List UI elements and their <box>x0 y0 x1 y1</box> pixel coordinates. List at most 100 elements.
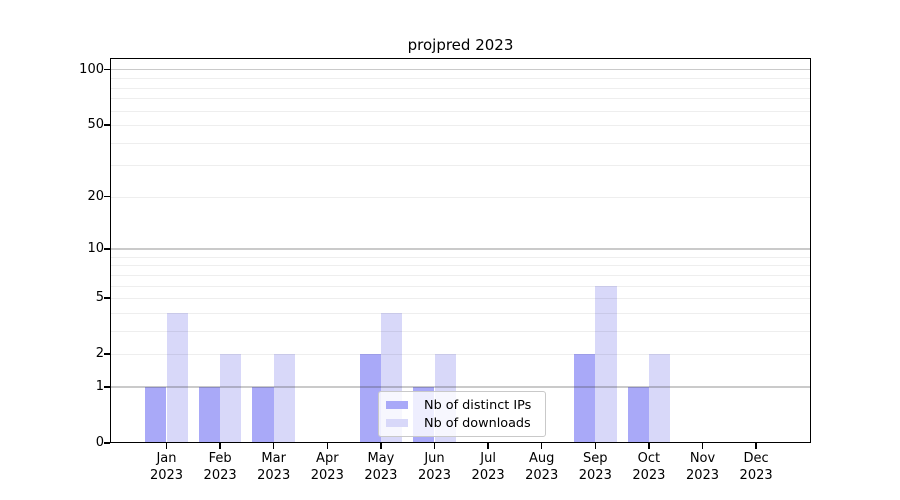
x-label-year: 2023 <box>471 467 505 483</box>
x-label-year: 2023 <box>364 467 398 483</box>
x-label-month: Jul <box>480 451 496 466</box>
y-tick-label-50: 50 <box>87 117 104 133</box>
gridline-minor-80 <box>110 87 811 89</box>
legend-label: Nb of distinct IPs <box>424 397 532 413</box>
y-tick-label-20: 20 <box>87 188 104 204</box>
gridline-major-1 <box>110 386 811 388</box>
legend-item-nb-of-distinct-ips: Nb of distinct IPs <box>386 396 537 414</box>
y-tick-label-2: 2 <box>95 346 104 362</box>
x-label-month: Oct <box>637 451 661 466</box>
bar-nb-of-downloads-feb-2023 <box>220 354 242 443</box>
x-tick-label-jul-2023: Jul 2023 <box>458 451 518 484</box>
x-label-month: May <box>367 451 395 466</box>
x-label-month: Mar <box>261 451 286 466</box>
x-tick-dec-2023 <box>755 443 757 449</box>
x-tick-may-2023 <box>380 443 382 449</box>
x-tick-mar-2023 <box>273 443 275 449</box>
y-tick-5 <box>103 297 110 299</box>
x-tick-oct-2023 <box>648 443 650 449</box>
bar-nb-of-distinct-ips-jan-2023 <box>145 386 167 443</box>
plot-area <box>103 58 811 449</box>
chart-title: projpred 2023 <box>407 36 514 54</box>
x-tick-aug-2023 <box>541 443 543 449</box>
x-label-month: Feb <box>208 451 232 466</box>
ticks-layer <box>103 58 811 449</box>
x-label-year: 2023 <box>685 467 720 483</box>
x-tick-label-sep-2023: Sep 2023 <box>565 451 625 484</box>
x-label-month: Nov <box>689 451 716 466</box>
y-tick-10 <box>103 248 110 250</box>
bar-nb-of-downloads-mar-2023 <box>273 354 296 443</box>
gridline-minor-9 <box>110 256 811 258</box>
x-tick-jul-2023 <box>487 443 489 449</box>
gridline-minor-20 <box>110 196 811 198</box>
x-label-year: 2023 <box>149 467 184 483</box>
x-tick-label-apr-2023: Apr 2023 <box>297 451 357 484</box>
x-tick-label-dec-2023: Dec 2023 <box>726 451 786 484</box>
x-label-year: 2023 <box>257 467 291 483</box>
gridline-minor-4 <box>110 312 811 314</box>
x-tick-feb-2023 <box>219 443 221 449</box>
x-label-month: Apr <box>316 451 339 466</box>
x-tick-label-jun-2023: Jun 2023 <box>405 451 465 484</box>
x-label-year: 2023 <box>203 467 237 483</box>
y-tick-1 <box>103 386 110 388</box>
y-tick-label-100: 100 <box>79 61 104 77</box>
gridline-minor-6 <box>110 285 811 287</box>
y-axis-labels: 0 1 2 5 10 20 50 100 <box>0 58 104 450</box>
x-tick-label-aug-2023: Aug 2023 <box>512 451 572 484</box>
y-tick-100 <box>103 69 110 71</box>
x-tick-label-feb-2023: Feb 2023 <box>190 451 250 484</box>
y-tick-label-0: 0 <box>95 435 104 450</box>
grid-layer <box>110 58 811 443</box>
x-axis-labels: Jan 2023 Feb 2023 Mar 2023 Apr 2023 May 2023 Jun 20… <box>0 451 900 491</box>
gridline-minor-2 <box>110 354 811 356</box>
x-tick-label-jan-2023: Jan 2023 <box>137 451 197 484</box>
x-label-month: Jun <box>424 451 445 466</box>
x-tick-apr-2023 <box>326 443 328 449</box>
x-tick-label-mar-2023: Mar 2023 <box>244 451 304 484</box>
legend: Nb of distinct IPs Nb of downloads <box>378 391 546 437</box>
x-label-month: Dec <box>743 451 769 466</box>
gridline-minor-50 <box>110 125 811 127</box>
bar-nb-of-distinct-ips-feb-2023 <box>198 386 221 443</box>
bar-nb-of-distinct-ips-mar-2023 <box>252 386 274 443</box>
y-tick-label-5: 5 <box>95 290 104 306</box>
gridline-minor-60 <box>110 110 811 112</box>
x-tick-label-oct-2023: Oct 2023 <box>619 451 679 484</box>
bar-nb-of-downloads-oct-2023 <box>648 354 671 443</box>
legend-item-nb-of-downloads: Nb of downloads <box>386 414 537 432</box>
x-label-year: 2023 <box>417 467 452 483</box>
x-tick-nov-2023 <box>701 443 704 449</box>
gridline-minor-3 <box>110 330 811 332</box>
x-label-year: 2023 <box>525 467 559 483</box>
gridline-minor-7 <box>110 274 811 276</box>
x-tick-label-nov-2023: Nov 2023 <box>673 451 733 484</box>
x-tick-jan-2023 <box>165 443 168 449</box>
gridline-minor-5 <box>110 298 811 300</box>
bar-nb-of-distinct-ips-oct-2023 <box>627 386 649 443</box>
y-tick-label-1: 1 <box>95 378 104 394</box>
x-tick-label-may-2023: May 2023 <box>351 451 411 484</box>
x-label-year: 2023 <box>310 467 344 483</box>
x-label-year: 2023 <box>739 467 773 483</box>
gridline-minor-40 <box>110 142 811 144</box>
y-tick-0 <box>103 442 110 444</box>
gridline-minor-70 <box>110 98 811 100</box>
gridline-minor-8 <box>110 265 811 267</box>
x-label-year: 2023 <box>578 467 612 483</box>
bar-nb-of-downloads-jan-2023 <box>166 312 188 443</box>
bar-nb-of-distinct-ips-sep-2023 <box>573 354 596 443</box>
legend-swatch-nb-of-downloads <box>386 419 408 427</box>
legend-label: Nb of downloads <box>424 415 531 431</box>
y-tick-label-10: 10 <box>87 241 104 257</box>
bar-nb-of-downloads-sep-2023 <box>595 285 617 443</box>
x-label-month: Aug <box>528 451 555 466</box>
x-label-month: Jan <box>156 451 177 466</box>
y-tick-50 <box>103 124 110 126</box>
x-tick-sep-2023 <box>594 443 596 449</box>
bar-nb-of-distinct-ips-may-2023 <box>359 354 381 443</box>
gridline-minor-90 <box>110 78 811 80</box>
y-tick-20 <box>103 196 110 198</box>
